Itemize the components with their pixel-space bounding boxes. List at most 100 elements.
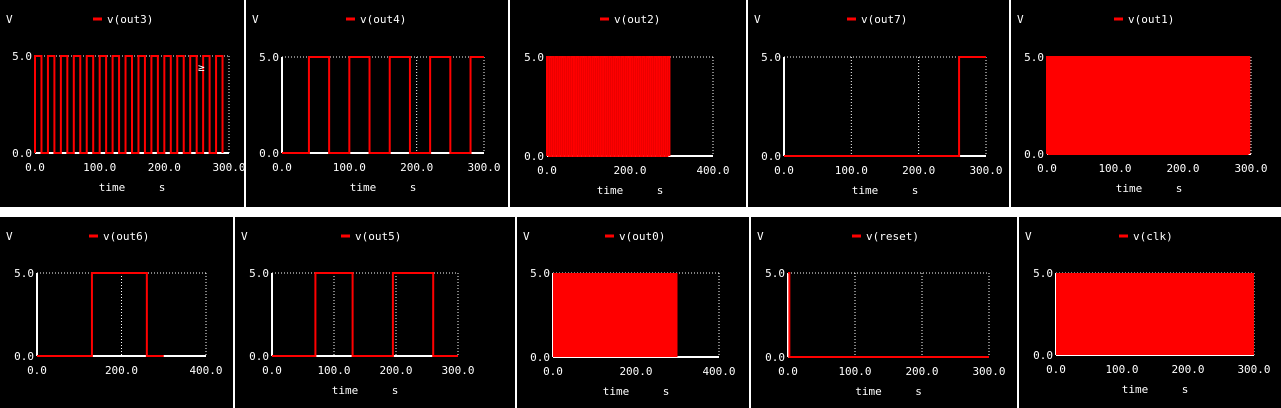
plot-panel-out4: v(out4) V 0.0 5.0 0.0 100.0 200.0 300.0 time s	[246, 0, 508, 207]
x-tick-label: 100.0	[1105, 363, 1138, 376]
x-tick-label: 200.0	[1171, 363, 1204, 376]
series-line	[546, 56, 671, 157]
series-line	[272, 272, 458, 357]
legend-entry: v(reset)	[866, 230, 919, 243]
y-axis-label: V	[757, 230, 764, 243]
series-line	[34, 55, 224, 154]
chart-svg: v(out4) V 0.0 5.0 0.0 100.0 200.0 300.0 time s	[252, 13, 501, 194]
legend-entry: v(out6)	[103, 230, 149, 243]
series-line	[282, 56, 484, 154]
x-tick-label: 200.0	[619, 365, 652, 378]
y-axis-label: V	[6, 230, 13, 243]
x-tick-label: 0.0	[543, 365, 563, 378]
x-axis-unit: s	[663, 385, 670, 398]
x-tick-label: 400.0	[702, 365, 735, 378]
y-axis-label: V	[754, 13, 761, 26]
x-tick-label: 300.0	[1234, 162, 1267, 175]
chart-svg: v(out6) V 0.0 5.0 0.0 200.0 400.0	[6, 230, 223, 377]
y-axis-label: V	[1025, 230, 1032, 243]
series-line	[784, 56, 986, 157]
y-tick-label: 0.0	[765, 351, 785, 364]
plot-panel-out2: v(out2) 0.0 5.0 0.0 200.0 400.0 time s	[510, 0, 746, 207]
x-tick-label: 0.0	[1037, 162, 1057, 175]
x-tick-label: 100.0	[333, 161, 366, 174]
x-tick-label: 0.0	[272, 161, 292, 174]
y-tick-label: 0.0	[1024, 148, 1044, 161]
x-axis-label: time	[603, 385, 630, 398]
series-line	[788, 272, 989, 358]
x-tick-label: 0.0	[778, 365, 798, 378]
x-tick-label: 200.0	[105, 364, 138, 377]
x-tick-label: 0.0	[1046, 363, 1066, 376]
x-tick-label: 100.0	[317, 364, 350, 377]
chart-svg: v(out1) V 0.0 5.0 0.0 100.0 200.0 300.0 time s	[1017, 13, 1268, 195]
x-axis-label: time	[1116, 182, 1143, 195]
legend-entry: v(out5)	[355, 230, 401, 243]
x-axis-unit: s	[392, 384, 399, 397]
plot-panel-out7: v(out7) V 0.0 5.0 0.0 100.0 200.0 300.0 time s	[748, 0, 1009, 207]
legend-entry: v(out1)	[1128, 13, 1174, 26]
chart-svg: v(out5) V 0.0 5.0 0.0 100.0 200.0 300.0 time s	[241, 230, 475, 397]
x-tick-label: 200.0	[1166, 162, 1199, 175]
y-axis-label: V	[6, 13, 13, 26]
chart-svg: v(out7) V 0.0 5.0 0.0 100.0 200.0 300.0 time s	[754, 13, 1003, 197]
x-tick-label: 100.0	[835, 164, 868, 177]
y-tick-label: 5.0	[761, 51, 781, 64]
x-axis-unit: s	[1176, 182, 1183, 195]
y-tick-label: 0.0	[761, 150, 781, 163]
y-tick-label: 0.0	[12, 147, 32, 160]
x-axis-unit: s	[657, 184, 664, 197]
y-axis-label: V	[252, 13, 259, 26]
series-fill	[1056, 273, 1254, 355]
series-line	[1046, 56, 1251, 155]
x-axis-label: time	[852, 184, 879, 197]
x-tick-label: 300.0	[467, 161, 500, 174]
x-tick-label: 100.0	[1098, 162, 1131, 175]
x-tick-label: 200.0	[613, 164, 646, 177]
x-axis-label: time	[99, 181, 126, 194]
x-tick-label: 0.0	[262, 364, 282, 377]
x-tick-label: 100.0	[838, 365, 871, 378]
y-tick-label: 0.0	[259, 147, 279, 160]
y-tick-label: 5.0	[1024, 51, 1044, 64]
y-tick-label: 0.0	[524, 150, 544, 163]
x-tick-label: 0.0	[537, 164, 557, 177]
x-tick-label: 300.0	[441, 364, 474, 377]
series-fill	[553, 273, 678, 357]
x-axis-unit: s	[1182, 383, 1189, 396]
x-axis-label: time	[1122, 383, 1149, 396]
plot-panel-out6: v(out6) V 0.0 5.0 0.0 200.0 400.0	[0, 217, 233, 408]
plot-panel-out0: v(out0) V 0.0 5.0 0.0 200.0 400.0 time s	[517, 217, 749, 408]
y-axis-label: V	[241, 230, 248, 243]
y-tick-label: 5.0	[14, 267, 34, 280]
x-tick-label: 300.0	[972, 365, 1005, 378]
legend-entry: v(out3)	[107, 13, 153, 26]
annotation-text: ≥	[198, 61, 205, 74]
x-axis-label: time	[855, 385, 882, 398]
x-axis-label: time	[597, 184, 624, 197]
y-tick-label: 5.0	[1033, 267, 1053, 280]
chart-svg: v(out2) 0.0 5.0 0.0 200.0 400.0 time s	[524, 13, 729, 197]
y-tick-label: 5.0	[12, 50, 32, 63]
legend-entry: v(out4)	[360, 13, 406, 26]
legend-entry: v(out7)	[861, 13, 907, 26]
x-tick-label: 200.0	[148, 161, 181, 174]
legend-entry: v(out0)	[619, 230, 665, 243]
x-axis-unit: s	[159, 181, 166, 194]
x-tick-label: 300.0	[1237, 363, 1270, 376]
y-axis-label: V	[523, 230, 530, 243]
x-tick-label: 300.0	[969, 164, 1002, 177]
y-tick-label: 5.0	[249, 267, 269, 280]
chart-svg: v(out0) V 0.0 5.0 0.0 200.0 400.0 time s	[523, 230, 736, 398]
x-tick-label: 200.0	[379, 364, 412, 377]
x-axis-unit: s	[410, 181, 417, 194]
x-axis-unit: s	[912, 184, 919, 197]
x-tick-label: 0.0	[25, 161, 45, 174]
chart-svg: v(out3) V 0.0 5.0 0.0 100.0 200.0 300.0 time s ≥	[6, 13, 244, 194]
chart-svg: v(clk) V 0.0 5.0 0.0 100.0 200.0 300.0 time s	[1025, 230, 1271, 396]
y-tick-label: 5.0	[524, 51, 544, 64]
x-axis-label: time	[332, 384, 359, 397]
plot-panel-reset: v(reset) V 0.0 5.0 0.0 100.0 200.0 300.0 time s	[751, 217, 1017, 408]
y-tick-label: 5.0	[530, 267, 550, 280]
y-tick-label: 0.0	[14, 350, 34, 363]
